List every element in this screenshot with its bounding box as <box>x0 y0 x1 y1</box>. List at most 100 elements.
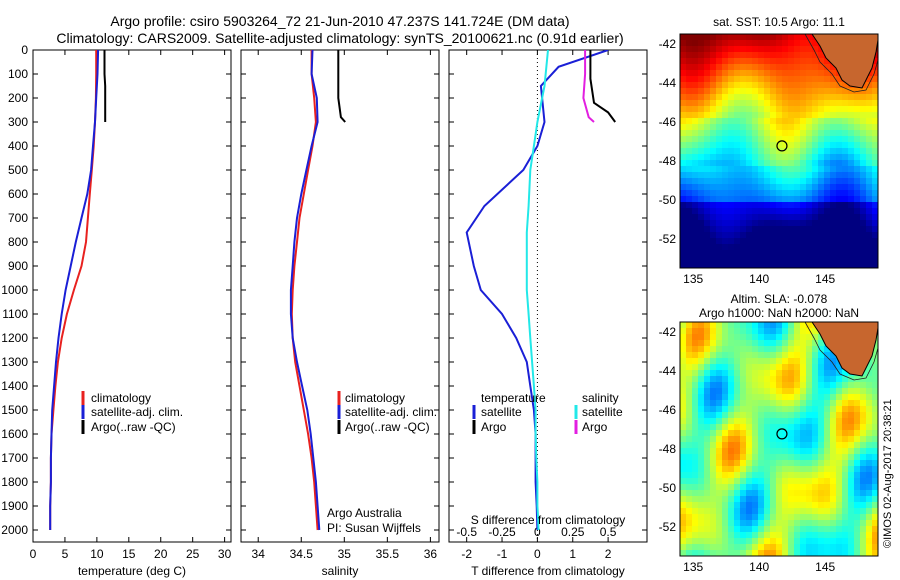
sst-cell <box>806 172 812 178</box>
sla-cell <box>806 436 812 442</box>
sst-cell <box>872 202 878 208</box>
sla-cell <box>698 472 704 478</box>
sla-cell <box>866 400 872 406</box>
sla-cell <box>686 508 692 514</box>
sst-cell <box>752 208 758 214</box>
sla-cell <box>728 490 734 496</box>
sst-cell <box>836 112 842 118</box>
sst-cell <box>752 172 758 178</box>
sst-cell <box>716 250 722 256</box>
sst-cell <box>758 154 764 160</box>
sla-cell <box>728 364 734 370</box>
sst-cell <box>836 256 842 262</box>
sst-cell <box>872 250 878 256</box>
sla-cell <box>842 382 848 388</box>
sst-cell <box>686 136 692 142</box>
sla-cell <box>788 370 794 376</box>
sla-cell <box>764 340 770 346</box>
sla-cell <box>764 424 770 430</box>
sst-cell <box>794 34 800 40</box>
sst-cell <box>860 172 866 178</box>
sst-cell <box>734 82 740 88</box>
sla-cell <box>824 442 830 448</box>
sst-cell <box>704 64 710 70</box>
sst-cell <box>806 130 812 136</box>
sst-cell <box>800 184 806 190</box>
sst-cell <box>758 238 764 244</box>
sst-cell <box>752 238 758 244</box>
sst-cell <box>788 196 794 202</box>
sla-cell <box>722 454 728 460</box>
sst-cell <box>758 88 764 94</box>
sst-cell <box>764 106 770 112</box>
sst-cell <box>734 214 740 220</box>
sla-cell <box>818 538 824 544</box>
sla-cell <box>692 388 698 394</box>
sla-cell <box>764 406 770 412</box>
sla-cell <box>854 544 860 550</box>
sla-cell <box>692 394 698 400</box>
sla-cell <box>800 514 806 520</box>
sla-cell <box>788 382 794 388</box>
map-y-tick-label: -50 <box>659 481 677 495</box>
sst-cell <box>722 124 728 130</box>
sla-cell <box>806 460 812 466</box>
sst-cell <box>698 184 704 190</box>
sla-cell <box>704 370 710 376</box>
sst-cell <box>698 250 704 256</box>
sst-cell <box>800 82 806 88</box>
sst-cell <box>806 166 812 172</box>
sla-cell <box>866 544 872 550</box>
sla-cell <box>722 346 728 352</box>
sla-cell <box>746 328 752 334</box>
sla-cell <box>842 436 848 442</box>
sla-cell <box>848 490 854 496</box>
sst-cell <box>818 244 824 250</box>
sst-cell <box>854 190 860 196</box>
sla-cell <box>692 472 698 478</box>
sst-cell <box>800 190 806 196</box>
sst-cell <box>842 202 848 208</box>
sst-cell <box>746 46 752 52</box>
sst-cell <box>728 88 734 94</box>
sla-cell <box>764 448 770 454</box>
sla-cell <box>854 514 860 520</box>
sla-cell <box>836 376 842 382</box>
sla-cell <box>752 364 758 370</box>
sst-cell <box>734 220 740 226</box>
sla-cell <box>788 550 794 556</box>
sla-cell <box>746 466 752 472</box>
sst-cell <box>812 106 818 112</box>
sst-cell <box>818 106 824 112</box>
sla-cell <box>776 334 782 340</box>
sla-cell <box>734 334 740 340</box>
sst-cell <box>752 196 758 202</box>
sst-cell <box>692 94 698 100</box>
sla-cell <box>782 514 788 520</box>
sla-cell <box>812 340 818 346</box>
sla-cell <box>866 484 872 490</box>
sla-cell <box>710 448 716 454</box>
sst-cell <box>830 214 836 220</box>
sla-cell <box>794 334 800 340</box>
sst-cell <box>740 76 746 82</box>
sst-cell <box>812 196 818 202</box>
sla-cell <box>698 364 704 370</box>
sst-cell <box>848 238 854 244</box>
sst-cell <box>734 226 740 232</box>
sla-cell <box>704 424 710 430</box>
sst-cell <box>836 178 842 184</box>
y-tick-label: 1200 <box>1 331 28 345</box>
sla-cell <box>758 406 764 412</box>
sla-cell <box>872 412 878 418</box>
sla-cell <box>800 472 806 478</box>
sst-cell <box>788 70 794 76</box>
sla-cell <box>734 364 740 370</box>
sla-cell <box>746 412 752 418</box>
temperature-panel-frame <box>32 49 232 543</box>
sst-cell <box>836 130 842 136</box>
sla-cell <box>800 448 806 454</box>
sla-cell <box>788 466 794 472</box>
sst-cell <box>782 154 788 160</box>
sla-cell <box>794 370 800 376</box>
